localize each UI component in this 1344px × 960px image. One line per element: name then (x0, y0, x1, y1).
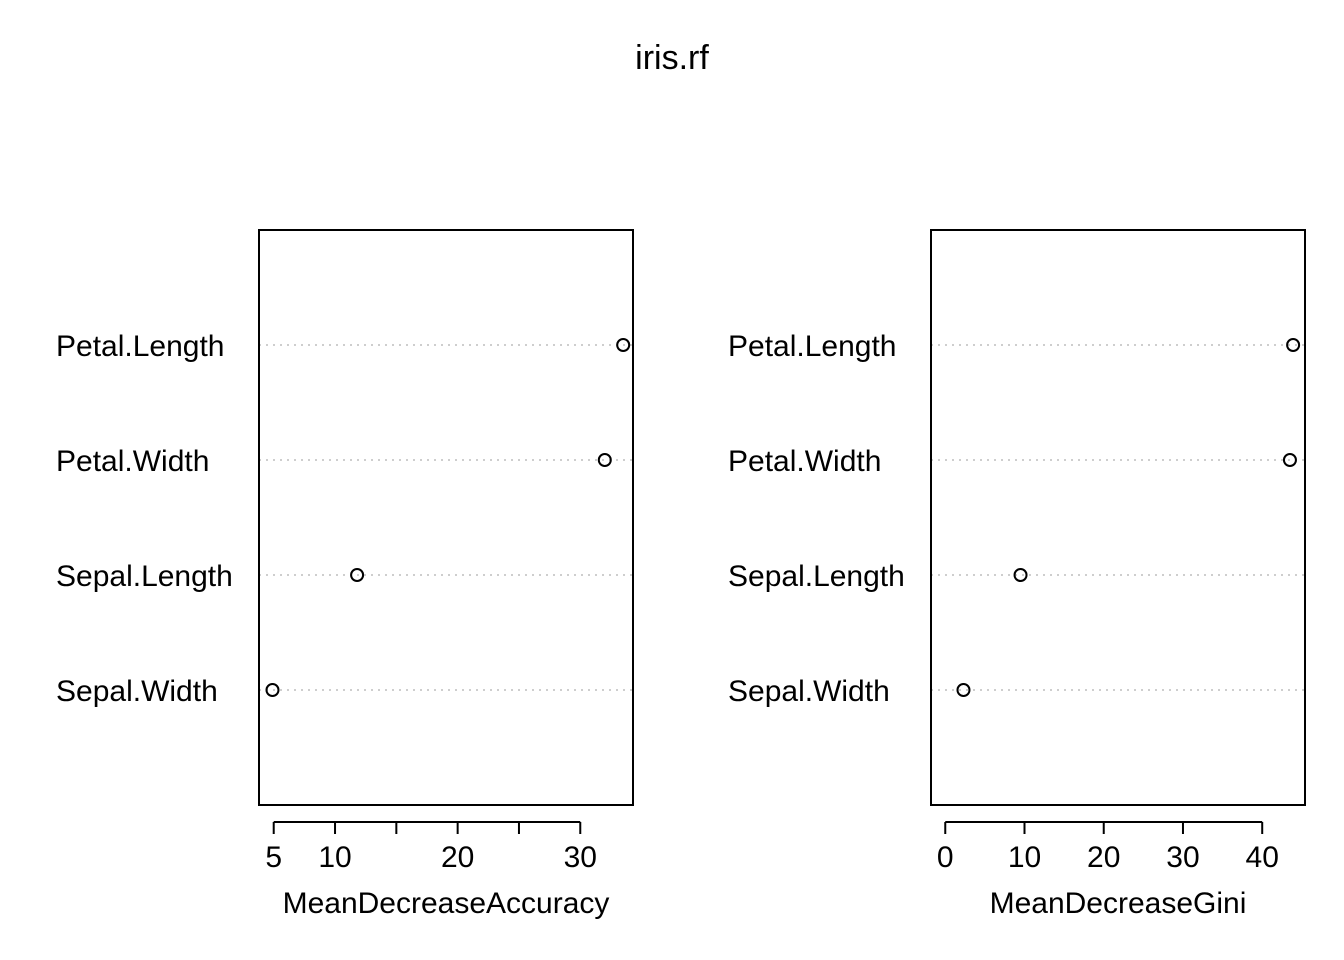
gini-row-label-petal-width: Petal.Width (728, 445, 881, 478)
accuracy-x-tick-label-30: 30 (564, 841, 597, 874)
accuracy-point-petal-length (616, 338, 631, 352)
gini-plot-frame (930, 229, 1306, 806)
gini-x-tick-label-40: 40 (1246, 841, 1279, 874)
accuracy-row-label-petal-width: Petal.Width (56, 445, 209, 478)
accuracy-row-label-sepal-width: Sepal.Width (56, 675, 218, 708)
gini-row-label-petal-length: Petal.Length (728, 330, 896, 363)
accuracy-x-axis-title: MeanDecreaseAccuracy (283, 887, 610, 920)
gini-x-tick-label-20: 20 (1087, 841, 1120, 874)
accuracy-point-sepal-length (350, 568, 365, 582)
accuracy-plot-frame (258, 229, 634, 806)
gini-x-tick-label-0: 0 (937, 841, 954, 874)
chart-title: iris.rf (635, 39, 709, 77)
accuracy-x-tick-label-10: 10 (318, 841, 351, 874)
accuracy-row-label-petal-length: Petal.Length (56, 330, 224, 363)
gini-point-petal-length (1286, 338, 1301, 352)
gini-x-tick-label-30: 30 (1166, 841, 1199, 874)
gini-panel: Petal.Length Petal.Width Sepal.Length Sepal… (728, 229, 1306, 920)
gini-row-label-sepal-width: Sepal.Width (728, 675, 890, 708)
accuracy-x-tick-label-5: 5 (265, 841, 282, 874)
gini-x-tick-label-10: 10 (1008, 841, 1041, 874)
accuracy-panel: Petal.Length Petal.Width Sepal.Length Sepal… (56, 229, 634, 920)
accuracy-x-tick-label-20: 20 (441, 841, 474, 874)
accuracy-row-label-sepal-length: Sepal.Length (56, 560, 233, 593)
gini-row-label-sepal-length: Sepal.Length (728, 560, 905, 593)
gini-point-sepal-length (1013, 568, 1028, 582)
gini-x-axis-title: MeanDecreaseGini (990, 887, 1247, 920)
gini-point-petal-width (1282, 453, 1297, 467)
accuracy-point-sepal-width (265, 683, 280, 697)
gini-point-sepal-width (956, 683, 971, 697)
accuracy-point-petal-width (597, 453, 612, 467)
